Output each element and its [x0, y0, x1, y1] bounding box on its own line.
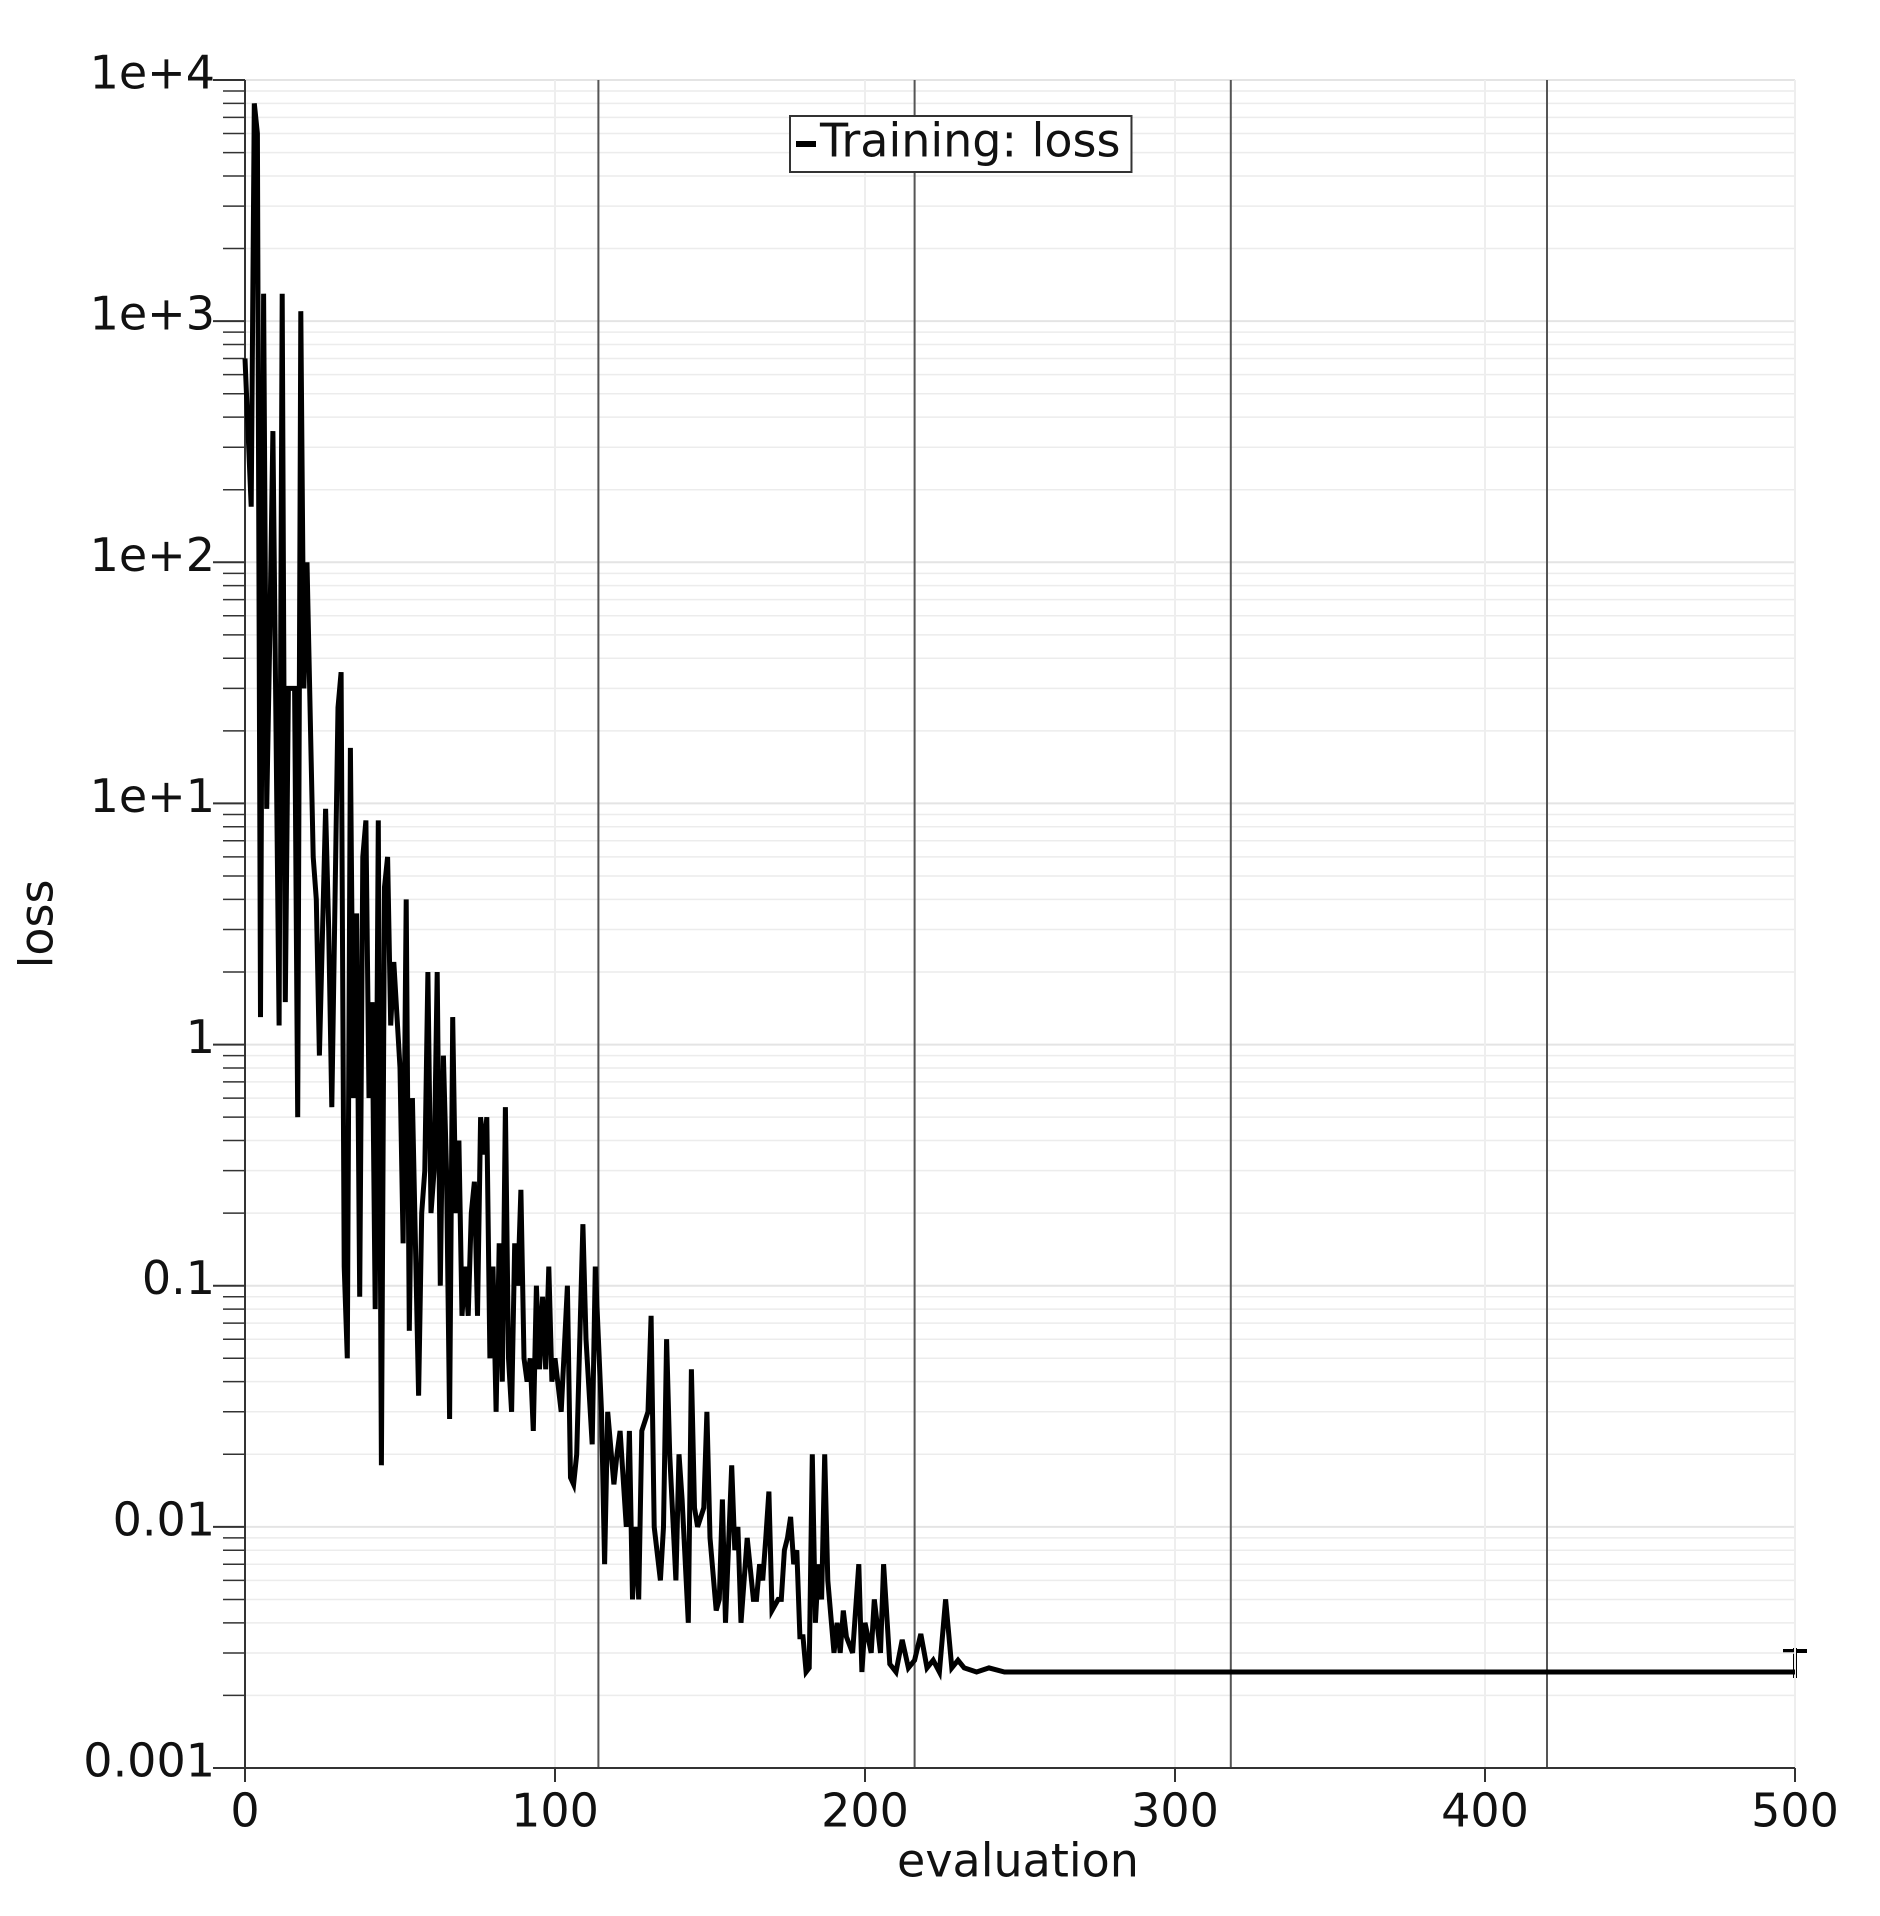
y-tick-label: 1e+2	[90, 528, 215, 582]
x-tick-label: 300	[1131, 1784, 1219, 1838]
legend-label: Training: loss	[819, 114, 1120, 168]
x-axis-label: evaluation	[897, 1834, 1139, 1888]
y-tick-label: 0.1	[142, 1251, 215, 1305]
legend-box	[789, 115, 1133, 173]
y-axis-label: loss	[10, 880, 64, 969]
x-tick-label: 400	[1441, 1784, 1529, 1838]
x-tick-label: 200	[821, 1784, 909, 1838]
x-tick-label: 0	[230, 1784, 259, 1838]
y-tick-label: 1e+3	[90, 287, 215, 341]
x-tick-label: 500	[1751, 1784, 1839, 1838]
y-tick-label: 0.001	[83, 1734, 215, 1788]
y-tick-label: 0.01	[113, 1492, 215, 1546]
y-tick-label: 1e+4	[90, 46, 215, 100]
y-tick-label: 1	[186, 1010, 215, 1064]
x-tick-label: 100	[511, 1784, 599, 1838]
y-tick-label: 1e+1	[90, 769, 215, 823]
loss-line	[242, 103, 1795, 1681]
